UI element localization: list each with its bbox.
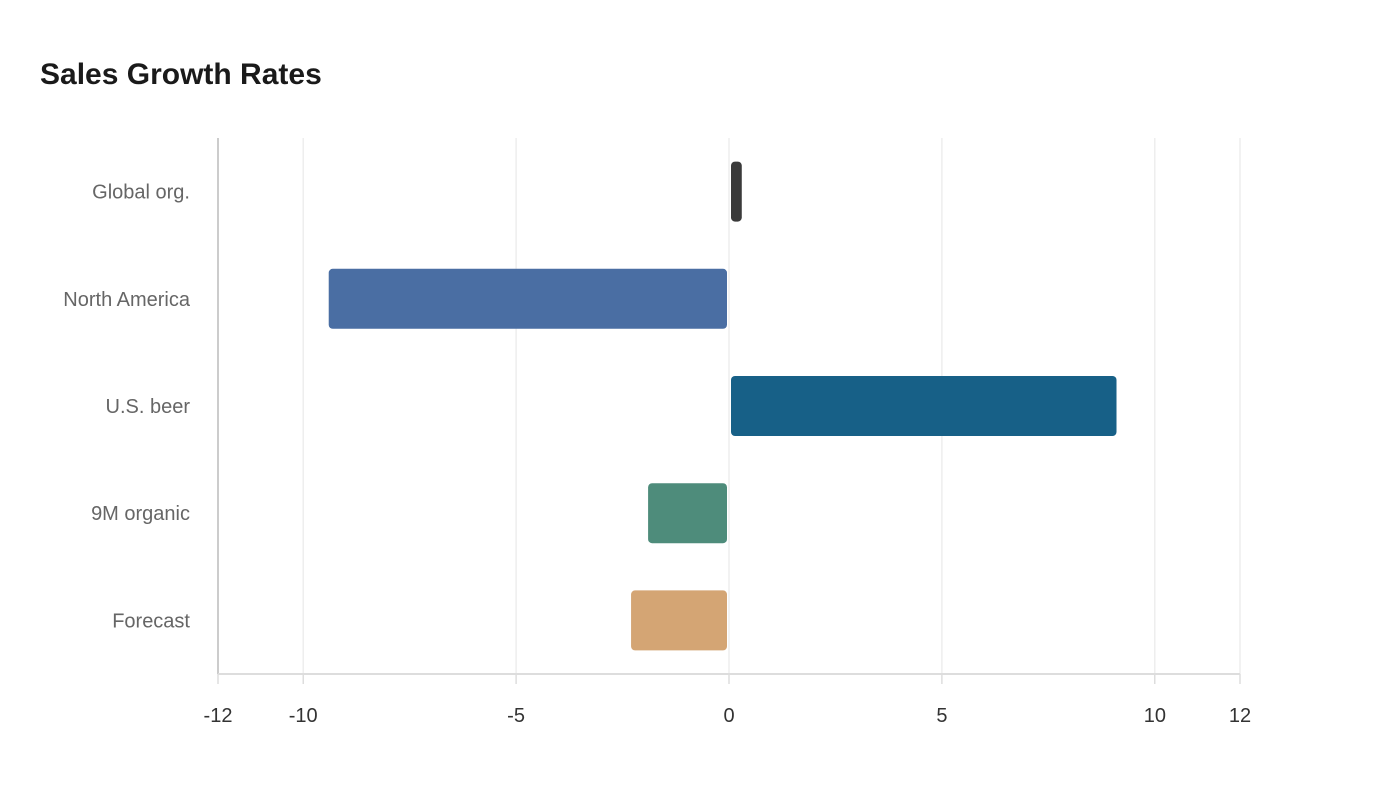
x-tick-label: -12 (204, 705, 233, 727)
x-tick-label: 5 (936, 705, 947, 727)
category-label: North America (63, 289, 191, 311)
axes (217, 138, 1241, 684)
x-tick-label: 10 (1144, 705, 1166, 727)
bar (328, 268, 727, 329)
category-label: U.S. beer (106, 396, 191, 418)
category-label: Global org. (92, 182, 190, 204)
x-tick-label: 0 (723, 705, 734, 727)
bar (731, 161, 742, 222)
category-labels: Global org. North America U.S. beer 9M orga… (63, 182, 191, 633)
bars (328, 161, 1117, 651)
x-tick-label: 12 (1229, 705, 1251, 727)
bar (631, 590, 727, 651)
category-label: Forecast (112, 610, 190, 632)
x-tick-label: -5 (507, 705, 525, 727)
category-label: 9M organic (91, 503, 190, 525)
x-tick-labels: -12 -10 -5 0 5 10 12 (204, 705, 1252, 727)
x-tick-label: -10 (289, 705, 318, 727)
bar (648, 483, 727, 544)
bar (731, 376, 1117, 436)
chart-title: Sales Growth Rates (40, 58, 322, 91)
